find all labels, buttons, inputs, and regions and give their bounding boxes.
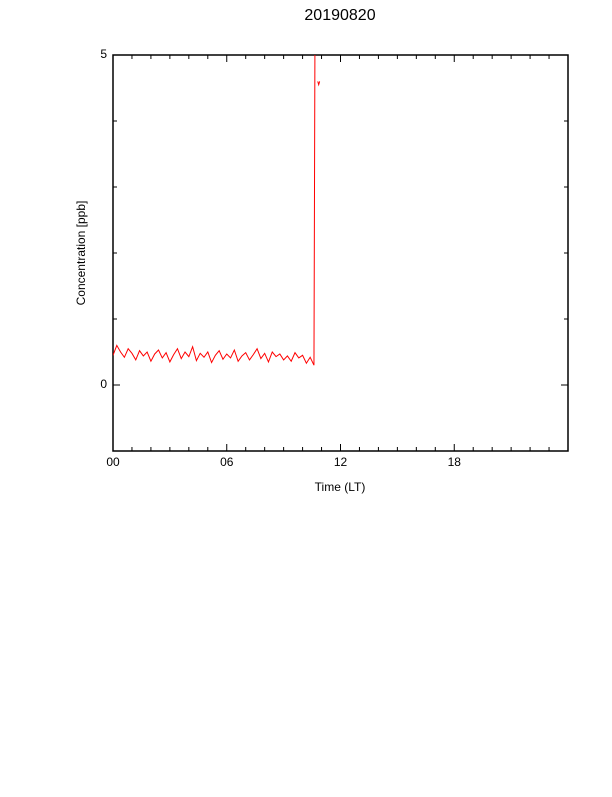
x-axis-label: Time (LT) <box>315 480 366 494</box>
x-tick-label: 06 <box>220 455 234 469</box>
plot-frame <box>112 54 569 452</box>
y-tick-label: 5 <box>100 47 107 61</box>
y-tick-label: 0 <box>100 377 107 391</box>
x-tick-label: 00 <box>106 455 120 469</box>
chart-title: 20190820 <box>304 7 375 24</box>
x-tick-label: 12 <box>334 455 348 469</box>
x-tick-label: 18 <box>448 455 462 469</box>
data-line <box>113 55 321 366</box>
y-axis-label: Concentration [ppb] <box>74 201 88 306</box>
